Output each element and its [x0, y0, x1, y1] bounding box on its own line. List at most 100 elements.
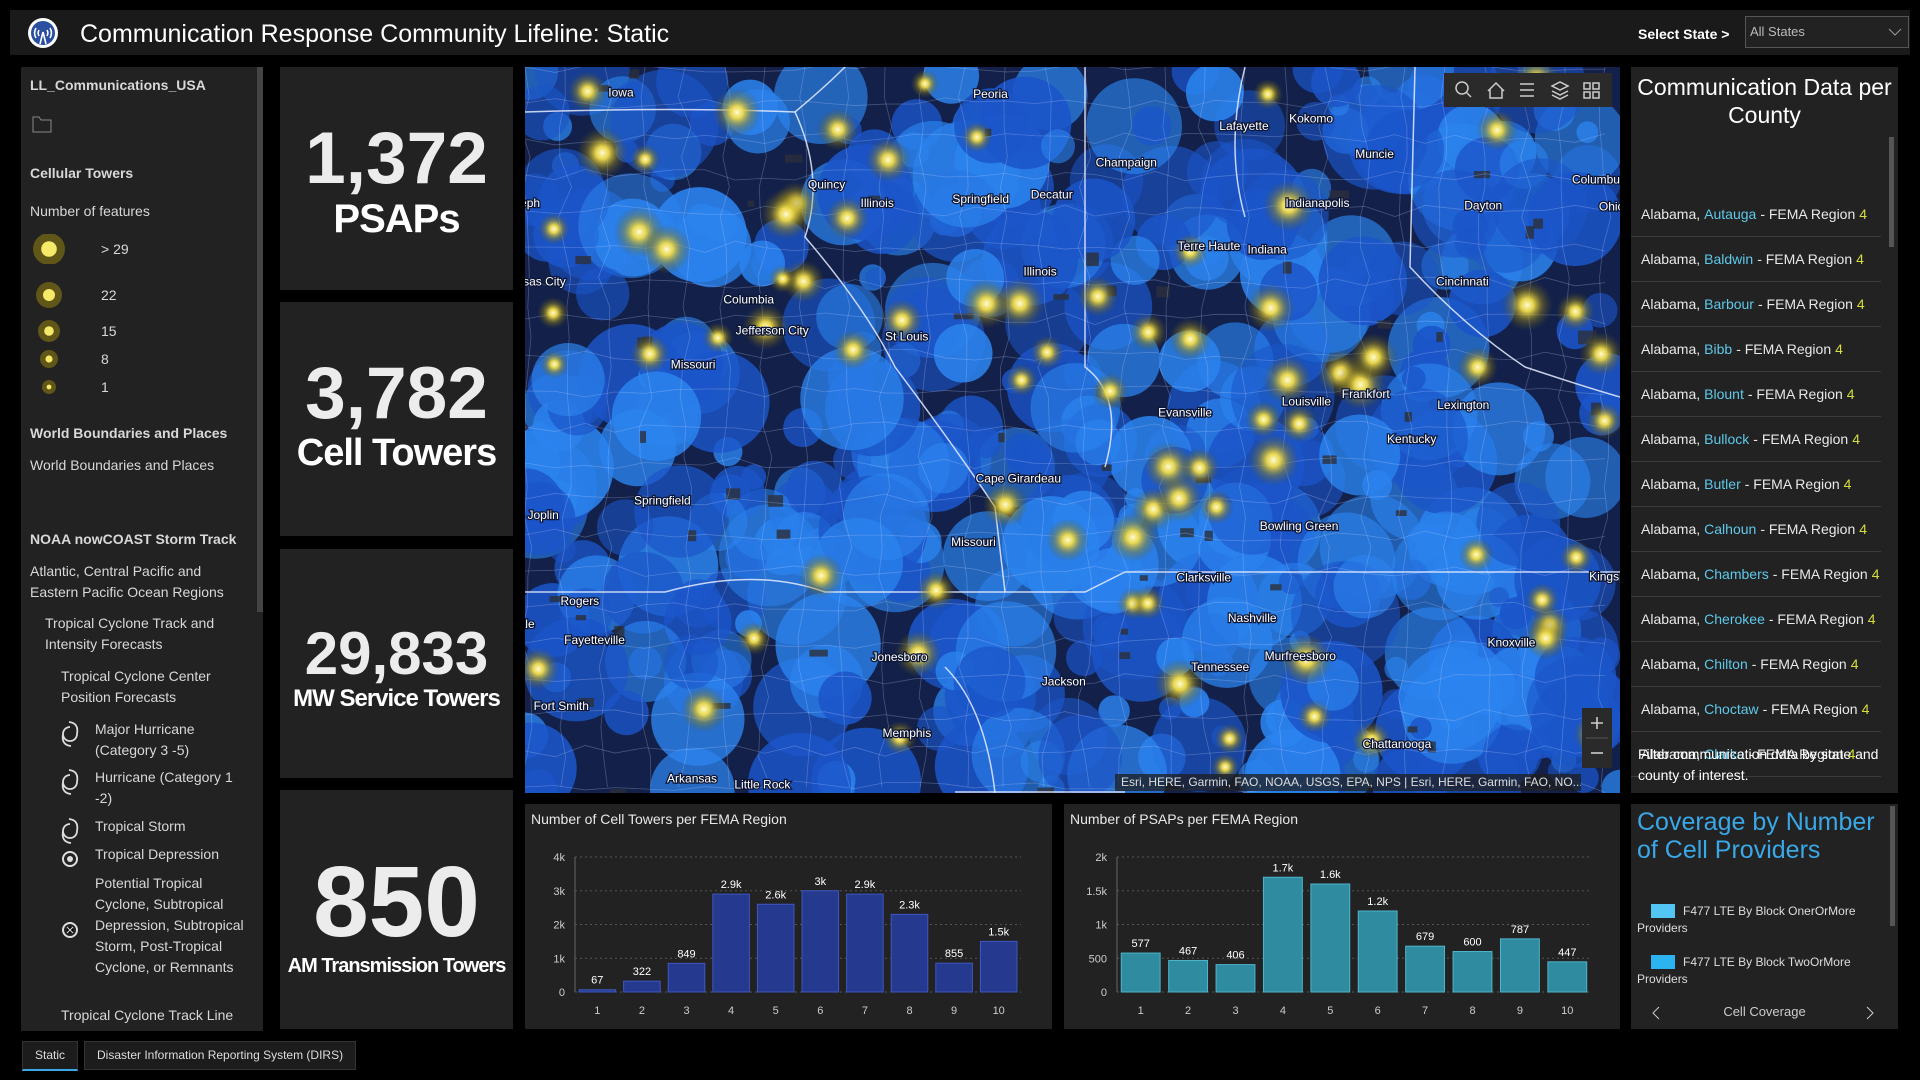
- county-region: 4: [1852, 431, 1861, 447]
- tower-cluster: [537, 296, 570, 329]
- prev-button[interactable]: [1652, 1006, 1660, 1020]
- bar: [1405, 945, 1446, 993]
- county-border: [958, 67, 972, 788]
- county-county: Calhoun: [1704, 521, 1757, 537]
- no-coverage: [1427, 741, 1436, 753]
- county-county: Butler: [1704, 476, 1741, 492]
- value-label: 2.3k: [899, 899, 920, 911]
- county-row[interactable]: Alabama, Autauga - FEMA Region 4: [1631, 192, 1881, 237]
- county-state: Alabama,: [1641, 746, 1701, 762]
- county-row[interactable]: Alabama, Clarke - FEMA Region 4: [1631, 732, 1881, 777]
- indicator-card: 850 AM Transmission Towers: [280, 790, 513, 1029]
- county-region: 4: [1856, 296, 1865, 312]
- coverage-area: [1311, 67, 1361, 107]
- tower-cluster: [882, 720, 917, 755]
- no-coverage: [1139, 575, 1148, 581]
- carousel-label: Cell Coverage: [1723, 1004, 1806, 1019]
- coverage-area: [1066, 639, 1103, 677]
- no-coverage: [1322, 455, 1337, 464]
- county-county: Cherokee: [1704, 611, 1765, 627]
- no-coverage: [1204, 530, 1213, 541]
- county-border: [525, 420, 1606, 433]
- layer-item: World Boundaries and Places: [30, 457, 215, 473]
- county-region-label: - FEMA Region: [1762, 701, 1858, 717]
- county-state: Alabama,: [1641, 611, 1701, 627]
- county-row[interactable]: Alabama, Blount - FEMA Region 4: [1631, 372, 1881, 417]
- county-border: [1477, 67, 1493, 788]
- scrollbar[interactable]: [1889, 137, 1894, 247]
- basemap-tool[interactable]: [1583, 82, 1600, 99]
- tower-cluster: [737, 621, 771, 656]
- county-border: [525, 312, 1606, 326]
- county-state: Alabama,: [1641, 296, 1701, 312]
- county-region-label: - FEMA Region: [1753, 431, 1849, 447]
- place-label: Missouri: [951, 535, 996, 549]
- county-region: 4: [1856, 251, 1864, 267]
- county-region: 4: [1861, 701, 1870, 717]
- county-border: [525, 67, 1606, 73]
- county-border: [1117, 67, 1133, 788]
- home-tool[interactable]: [1487, 81, 1505, 99]
- layers-tool[interactable]: [1550, 81, 1570, 100]
- county-row[interactable]: Alabama, Choctaw - FEMA Region 4: [1631, 687, 1881, 732]
- tower-cluster: [567, 71, 608, 112]
- next-button[interactable]: [1866, 1006, 1874, 1020]
- no-coverage: [1037, 787, 1054, 793]
- layer-group: Tropical Cyclone Track and Intensity For…: [45, 615, 215, 652]
- coverage-area: [923, 67, 980, 104]
- county-row[interactable]: Alabama, Baldwin - FEMA Region 4: [1631, 237, 1881, 282]
- x-tick-label: 7: [862, 1005, 868, 1017]
- county-row[interactable]: Alabama, Bibb - FEMA Region 4: [1631, 327, 1881, 372]
- zoom-controls: [1582, 708, 1612, 768]
- tower-cluster: [1280, 633, 1333, 686]
- county-row[interactable]: Alabama, Cherokee - FEMA Region 4: [1631, 597, 1881, 642]
- search-tool[interactable]: [1455, 81, 1472, 98]
- tower-cluster: [1263, 355, 1312, 405]
- value-label: 67: [591, 975, 603, 987]
- legend-tool[interactable]: [1520, 83, 1534, 97]
- no-coverage: [809, 649, 828, 657]
- county-row[interactable]: Alabama, Barbour - FEMA Region 4: [1631, 282, 1881, 327]
- place-label: Champaign: [1096, 156, 1157, 170]
- coverage-area: [818, 671, 872, 725]
- county-row[interactable]: Alabama, Chilton - FEMA Region 4: [1631, 642, 1881, 687]
- place-label: Peoria: [973, 87, 1008, 101]
- county-row[interactable]: Alabama, Chambers - FEMA Region 4: [1631, 552, 1881, 597]
- zoom-in[interactable]: [1591, 717, 1603, 729]
- county-region-label: - FEMA Region: [1748, 746, 1844, 762]
- map[interactable]: Iowa Peoria Lafayette Kokomo Muncie Quincy Ill…: [525, 67, 1620, 793]
- bar: [1499, 938, 1540, 993]
- legend-label: Tropical Storm: [95, 818, 186, 834]
- place-label: Frankfort: [1342, 387, 1391, 401]
- coverage-area: [1038, 714, 1122, 793]
- place-label: Indianapolis: [1285, 196, 1349, 210]
- coverage-area: [1208, 466, 1297, 555]
- place-label: Kansas City: [525, 274, 566, 288]
- spiral: [61, 769, 79, 795]
- legend-symbol: [38, 320, 60, 342]
- tower-cluster: [1352, 721, 1392, 760]
- county-border: [1397, 67, 1413, 788]
- bar: [712, 893, 750, 993]
- scrollbar[interactable]: [257, 67, 263, 612]
- indicator-value: 850: [313, 846, 480, 958]
- county-border: [525, 673, 1606, 686]
- scrollbar[interactable]: [1890, 806, 1895, 926]
- bar: [1120, 952, 1161, 993]
- tab[interactable]: Disaster Information Reporting System (D…: [84, 1041, 357, 1070]
- state-select[interactable]: All States: [1745, 16, 1909, 48]
- tab[interactable]: Static: [22, 1041, 79, 1071]
- legend-label: Hurricane (Category 1 -2): [95, 769, 233, 806]
- county-row[interactable]: Alabama, Clay - FEMA Region 4: [1631, 777, 1881, 793]
- layer-heading: Cellular Towers: [30, 165, 134, 181]
- bar: [1215, 964, 1256, 993]
- county-county: Choctaw: [1704, 701, 1759, 717]
- county-row[interactable]: Alabama, Butler - FEMA Region 4: [1631, 462, 1881, 507]
- county-border: [525, 204, 1606, 217]
- no-coverage: [768, 495, 784, 507]
- place-label: Knoxville: [1487, 636, 1535, 650]
- county-row[interactable]: Alabama, Bullock - FEMA Region 4: [1631, 417, 1881, 462]
- county-row[interactable]: Alabama, Calhoun - FEMA Region 4: [1631, 507, 1881, 552]
- indicator-label: Cell Towers: [296, 432, 497, 475]
- county-state: Alabama,: [1641, 566, 1701, 582]
